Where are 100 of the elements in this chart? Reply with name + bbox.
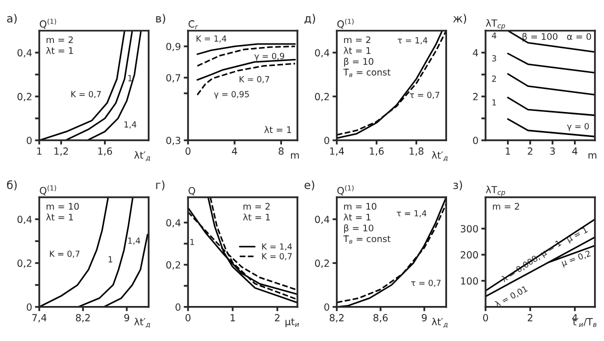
x-tick-label: 2 <box>528 314 532 322</box>
x-axis-title: λt′$_{д}$ <box>432 318 448 328</box>
x-tick-label: 1 <box>506 148 510 155</box>
annotation: λt = 1 <box>344 214 370 220</box>
x-tick-label: 9 <box>422 314 427 322</box>
annotation: 1 <box>108 256 112 262</box>
y-axis-title: C̄$_{r}$ <box>188 20 198 30</box>
annotation: T̄$_{в}$ = const <box>343 68 390 77</box>
x-tick-label: 2 <box>528 147 532 155</box>
x-tick-label: 0 <box>483 314 488 322</box>
y-tick-label: 200 <box>460 251 478 259</box>
y-tick-label: 0,9 <box>166 42 180 52</box>
x-axis-title: m <box>588 153 596 159</box>
y-axis-title: Q <box>188 186 196 196</box>
annotation: 1 <box>128 75 132 82</box>
y-tick-label: 0,2 <box>17 92 32 102</box>
annotation: 1,4 <box>128 238 140 245</box>
x-tick-label: 3 <box>550 147 555 155</box>
x-tick-label: 4 <box>232 148 238 155</box>
y-axis-title: Q$^{(1)}$ <box>337 185 354 196</box>
y-tick-label: 0 <box>26 303 32 311</box>
chart-title: г) <box>156 180 164 190</box>
annotation: γ = 0 <box>567 123 589 132</box>
annotation: 1 <box>492 99 496 106</box>
x-axis-title: μt$_{и}$ <box>286 318 299 328</box>
annotation: T̄$_{в}$ = const <box>343 235 390 244</box>
x-tick-label: 1 <box>230 314 235 322</box>
y-tick-label: 0 <box>176 303 180 311</box>
annotation: β = 10 <box>344 58 374 67</box>
x-tick-label: 4 <box>572 148 578 155</box>
y-tick-label: 100 <box>461 277 478 285</box>
chart-title: д) <box>304 14 316 24</box>
y-tick-label: 0,2 <box>315 260 329 268</box>
x-axis-title: λt′$_{д}$ <box>134 151 150 162</box>
y-tick-label: 0,4 <box>315 49 330 58</box>
annotation: m = 2 <box>492 202 520 210</box>
annotation: β = 10 <box>344 224 374 234</box>
x-tick-label: 1 <box>37 148 42 155</box>
annotation: γ = 0,95 <box>214 91 249 99</box>
annotation: τ = 1,4 <box>398 37 428 44</box>
x-axis-title: m <box>291 153 299 159</box>
x-tick-label: 0 <box>186 314 190 322</box>
annotation: K = 0,7 <box>71 90 101 98</box>
x-tick-label: 1,6 <box>370 147 384 156</box>
annotation: 1 <box>190 238 194 246</box>
x-axis-title: λt′$_{д}$ <box>432 151 448 162</box>
y-axis-title: Q$^{(1)}$ <box>337 18 354 29</box>
annotation: K = 1,4 <box>196 36 226 43</box>
annotation: K = 0,7 <box>50 250 80 258</box>
annotation: 4 <box>492 32 496 39</box>
annotation: λt = 1 <box>264 126 292 133</box>
annotation: m = 10 <box>46 202 79 210</box>
x-tick-label: 1,6 <box>98 147 112 156</box>
y-tick-label: 0 <box>324 303 330 311</box>
y-tick-label: 0 <box>26 136 32 144</box>
y-tick-label: 4 <box>472 49 478 56</box>
annotation: λt = 1 <box>242 214 270 220</box>
legend-label: K = 1,4 <box>262 243 292 250</box>
annotation: m = 2 <box>344 36 370 44</box>
y-tick-label: 0,4 <box>17 49 32 58</box>
y-tick-label: 300 <box>460 225 478 232</box>
annotation: 1,4 <box>124 121 136 128</box>
annotation: λt = 1 <box>46 214 73 220</box>
x-tick-label: 8,2 <box>330 314 344 322</box>
x-tick-label: 8 <box>278 147 284 155</box>
x-tick-label: 9 <box>124 314 130 322</box>
annotation: 2 <box>492 76 496 82</box>
annotation: m = 10 <box>344 202 376 210</box>
chart-title: з) <box>453 180 462 190</box>
y-tick-label: 0,4 <box>315 216 330 224</box>
annotation: m = 2 <box>244 202 270 210</box>
legend-label: K = 0,7 <box>262 253 292 260</box>
y-tick-label: 0,7 <box>166 74 180 82</box>
annotation: τ = 0,7 <box>410 92 440 99</box>
chart-title: е) <box>304 180 314 190</box>
chart-title: а) <box>7 14 17 24</box>
x-tick-label: 1,8 <box>410 147 424 156</box>
annotation: 3 <box>492 55 496 62</box>
chart-title: б) <box>7 180 17 190</box>
y-tick-label: 0,3 <box>166 136 180 146</box>
x-tick-label: 0 <box>186 147 190 155</box>
y-tick-label: 0,2 <box>17 260 32 268</box>
annotation: μ = 0,2 <box>561 250 592 268</box>
x-tick-label: 1,4 <box>330 148 344 156</box>
annotation: m = 2 <box>46 36 73 44</box>
chart-title: ж) <box>453 14 466 24</box>
annotation: K = 0,7 <box>240 76 270 84</box>
x-tick-label: 2 <box>274 314 280 322</box>
y-tick-label: 0,2 <box>315 92 329 102</box>
y-axis-title: λT$_{ср}$ <box>486 19 506 30</box>
y-tick-label: 0 <box>473 136 478 144</box>
y-tick-label: 0,4 <box>166 219 181 228</box>
chart-title: в) <box>156 14 166 24</box>
annotation: γ = 0,9 <box>254 52 284 61</box>
x-tick-label: 7,4 <box>32 314 46 322</box>
annotation: λt = 1 <box>344 46 370 54</box>
y-axis-title: Q$^{(1)}$ <box>40 18 56 29</box>
y-tick-label: 0 <box>324 136 330 144</box>
y-axis-title: λT$_{ср}$ <box>486 186 506 196</box>
x-tick-label: 8,2 <box>76 314 90 322</box>
